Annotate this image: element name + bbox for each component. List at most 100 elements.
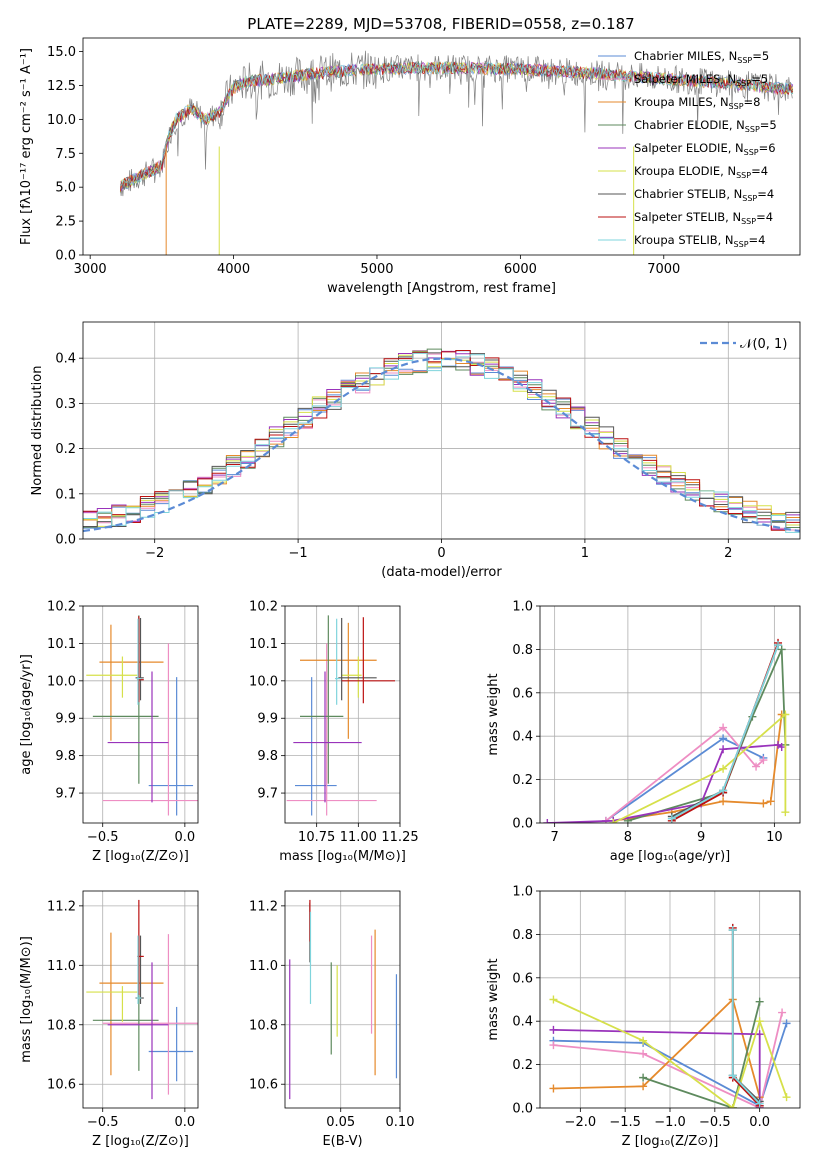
x-tick-label: −2.0 xyxy=(565,1115,597,1130)
y-tick-label: 0.2 xyxy=(512,773,533,788)
x-axis-label: wavelength [Angstrom, rest frame] xyxy=(327,281,556,296)
y-tick-label: 0.0 xyxy=(55,533,76,548)
legend-label: Chabrier STELIB, NSSP=4 xyxy=(634,187,774,203)
y-tick-label: 10.2 xyxy=(249,600,278,615)
weight-marker xyxy=(719,797,728,806)
y-axis-label: Normed distribution xyxy=(30,366,45,496)
mass-vs-ebv-panel: 0.05 0.10 10.6 10.8 11.0 11.2 E(B-V) xyxy=(249,890,415,1149)
legend-label: Chabrier ELODIE, NSSP=5 xyxy=(634,118,777,134)
y-tick-label: 10.0 xyxy=(47,113,76,128)
weight-marker xyxy=(782,1019,791,1028)
y-tick-label: 10.8 xyxy=(249,1018,278,1033)
x-tick-label: −0.5 xyxy=(699,1115,731,1130)
y-tick-label: 9.7 xyxy=(55,787,76,802)
y-tick-label: 0.4 xyxy=(512,730,533,745)
axes-frame xyxy=(82,37,801,256)
weight-marker xyxy=(774,641,783,650)
x-tick-label: 8 xyxy=(624,830,632,845)
y-tick-label: 1.0 xyxy=(512,600,533,615)
weight-line xyxy=(671,642,779,822)
x-axis-label: Z [log₁₀(Z/Z⊙)] xyxy=(622,1134,719,1149)
y-tick-label: 9.9 xyxy=(55,712,76,727)
y-axis-label: age [log₁₀(age/yr)] xyxy=(19,654,34,775)
weight-marker xyxy=(719,786,728,795)
weight-marker xyxy=(728,1104,737,1108)
chart-title: PLATE=2289, MJD=53708, FIBERID=0558, z=0… xyxy=(247,15,634,33)
y-tick-label: 9.7 xyxy=(257,787,278,802)
axes-frame xyxy=(82,890,199,1109)
weight-marker xyxy=(639,1049,648,1058)
legend-label: Salpeter ELODIE, NSSP=6 xyxy=(634,141,776,157)
x-tick-label: 4000 xyxy=(217,262,250,277)
weight-marker xyxy=(766,797,775,806)
legend-label: Salpeter MILES, NSSP=5 xyxy=(634,72,768,88)
y-tick-label: 11.2 xyxy=(249,899,278,914)
x-tick-label: 0.0 xyxy=(175,830,196,845)
x-tick-label: 10 xyxy=(766,830,783,845)
weight-marker xyxy=(719,723,728,732)
x-axis-label: (data-model)/error xyxy=(381,565,502,580)
weight-marker xyxy=(549,1025,558,1034)
weight-marker xyxy=(549,1041,558,1050)
axes-frame xyxy=(284,605,401,824)
weight-marker xyxy=(755,1099,764,1108)
y-tick-label: 9.8 xyxy=(257,749,278,764)
weight-line xyxy=(553,1012,783,1108)
weight-marker xyxy=(752,762,761,771)
weight-marker xyxy=(719,764,728,773)
legend-label: Salpeter STELIB, NSSP=4 xyxy=(634,210,773,226)
y-tick-label: 9.8 xyxy=(55,749,76,764)
legend-label: 𝒩(0, 1) xyxy=(740,337,787,352)
x-tick-label: 0 xyxy=(437,546,445,561)
weight-marker xyxy=(759,756,768,765)
weight-line xyxy=(553,997,761,1098)
y-tick-label: 0.3 xyxy=(55,397,76,412)
y-tick-label: 10.1 xyxy=(47,637,76,652)
x-tick-label: −0.5 xyxy=(87,830,119,845)
x-axis-label: E(B-V) xyxy=(322,1134,362,1149)
weight-line xyxy=(642,1001,761,1108)
x-axis-label: mass [log₁₀(M/M⊙)] xyxy=(279,849,406,864)
age-vs-z-panel: −0.5 0.0 9.7 9.8 9.9 10.0 10.1 10.2 Z [log₁₀(Z/Z… xyxy=(19,600,199,864)
plot-area xyxy=(119,50,794,255)
y-tick-label: 0.6 xyxy=(512,971,533,986)
weight-marker xyxy=(782,1093,791,1102)
y-tick-label: 2.5 xyxy=(55,215,76,230)
weight-line xyxy=(553,998,788,1108)
x-axis-label: Z [log₁₀(Z/Z⊙)] xyxy=(92,1134,189,1149)
x-tick-label: 1 xyxy=(581,546,589,561)
x-tick-label: −1.0 xyxy=(654,1115,686,1130)
y-tick-label: 15.0 xyxy=(47,45,76,60)
y-tick-label: 9.9 xyxy=(257,712,278,727)
y-axis-label: mass [log₁₀(M/M⊙)] xyxy=(19,936,34,1063)
gaussian-curve xyxy=(83,357,800,533)
x-tick-label: 11.00 xyxy=(340,830,377,845)
axes-frame xyxy=(284,890,401,1109)
plot-area xyxy=(83,322,800,539)
y-tick-label: 0.2 xyxy=(512,1058,533,1073)
x-tick-label: 0.05 xyxy=(326,1115,355,1130)
y-tick-label: 0.1 xyxy=(55,487,76,502)
weight-marker xyxy=(728,926,737,935)
plot-area xyxy=(285,606,400,823)
massweight-vs-age-panel: 7 8 9 10 0.0 0.2 0.4 0.6 0.8 1.0 age [log₁₀(age/yr… xyxy=(486,600,801,864)
weight-marker xyxy=(777,645,786,654)
y-tick-label: 5.0 xyxy=(55,181,76,196)
model-spectrum xyxy=(120,61,793,187)
weight-marker xyxy=(781,808,790,817)
plot-area xyxy=(540,891,800,1108)
y-tick-label: 0.0 xyxy=(512,1102,533,1117)
y-tick-label: 10.6 xyxy=(47,1078,76,1093)
y-tick-label: 0.2 xyxy=(55,442,76,457)
x-tick-label: 0.10 xyxy=(386,1115,415,1130)
x-tick-label: −0.5 xyxy=(87,1115,119,1130)
y-tick-label: 11.2 xyxy=(47,899,76,914)
x-tick-label: 0.0 xyxy=(175,1115,196,1130)
y-axis-label: Flux [fλ10⁻¹⁷ erg cm⁻² s⁻¹ A⁻¹] xyxy=(19,48,34,245)
plot-area xyxy=(83,891,198,1108)
y-tick-label: 0.4 xyxy=(55,352,76,367)
x-tick-label: 10.75 xyxy=(298,830,335,845)
weight-marker xyxy=(777,743,786,752)
weight-line xyxy=(612,712,787,823)
